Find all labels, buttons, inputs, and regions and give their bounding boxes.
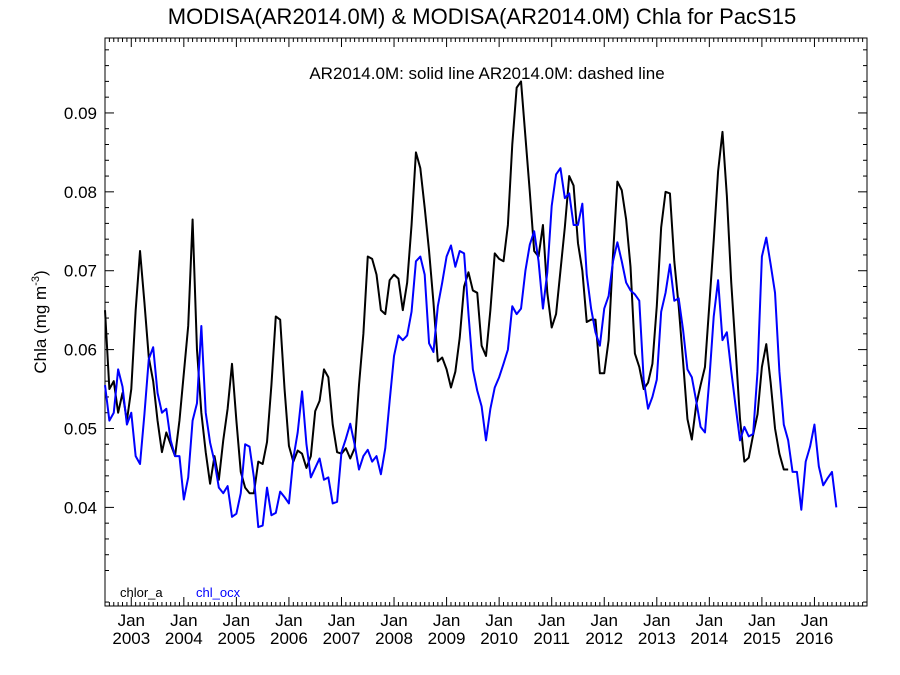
- x-tick-year-label: 2012: [585, 629, 623, 648]
- y-tick-label: 0.06: [64, 341, 97, 360]
- x-tick-month-label: Jan: [170, 611, 197, 630]
- x-tick-month-label: Jan: [485, 611, 512, 630]
- x-tick-year-label: 2011: [533, 629, 570, 648]
- y-tick-label: 0.07: [64, 262, 97, 281]
- series-layer: [104, 80, 838, 529]
- x-tick-year-label: 2013: [638, 629, 676, 648]
- x-tick-month-label: Jan: [328, 611, 355, 630]
- plot-area: [104, 37, 868, 607]
- x-tick-month-label: Jan: [380, 611, 407, 630]
- x-tick-year-label: 2005: [217, 629, 255, 648]
- x-tick-year-label: 2009: [428, 629, 466, 648]
- x-tick-year-label: 2003: [112, 629, 150, 648]
- x-tick-year-label: 2007: [323, 629, 361, 648]
- x-tick-month-label: Jan: [748, 611, 775, 630]
- y-axis-label-end: ): [31, 270, 50, 276]
- y-tick-label: 0.04: [64, 498, 97, 517]
- x-axis-tick-labels: Jan2003Jan2004Jan2005Jan2006Jan2007Jan20…: [112, 611, 833, 648]
- x-tick-year-label: 2008: [375, 629, 413, 648]
- plot-frame: [104, 37, 868, 607]
- series-line-chlor-a: [104, 80, 789, 495]
- y-tick-label: 0.05: [64, 420, 97, 439]
- x-tick-month-label: Jan: [696, 611, 723, 630]
- legend-chl-ocx: chl_ocx: [196, 585, 241, 600]
- y-tick-label: 0.09: [64, 104, 97, 123]
- x-tick-month-label: Jan: [223, 611, 250, 630]
- x-tick-year-label: 2004: [165, 629, 203, 648]
- y-tick-label: 0.08: [64, 183, 97, 202]
- x-tick-year-label: 2014: [690, 629, 728, 648]
- y-axis-label-superscript: -3: [30, 276, 42, 286]
- axis-ticks: [104, 38, 868, 606]
- x-tick-year-label: 2015: [743, 629, 781, 648]
- x-tick-month-label: Jan: [433, 611, 460, 630]
- x-tick-month-label: Jan: [801, 611, 828, 630]
- legend-chlor-a: chlor_a: [120, 585, 163, 600]
- x-tick-month-label: Jan: [643, 611, 670, 630]
- x-tick-year-label: 2016: [796, 629, 834, 648]
- y-axis-label: Chla (mg m-3): [30, 270, 50, 373]
- x-tick-year-label: 2006: [270, 629, 308, 648]
- x-tick-month-label: Jan: [538, 611, 565, 630]
- x-tick-month-label: Jan: [118, 611, 145, 630]
- y-axis-tick-labels: 0.04 0.05 0.06 0.07 0.08 0.09: [64, 104, 97, 517]
- x-tick-month-label: Jan: [591, 611, 618, 630]
- y-axis-label-main: Chla (mg m: [31, 286, 50, 374]
- chart-title: MODISA(AR2014.0M) & MODISA(AR2014.0M) Ch…: [168, 4, 796, 29]
- series-line-chl-ocx: [104, 167, 838, 529]
- chart-subtitle: AR2014.0M: solid line AR2014.0M: dashed …: [309, 64, 664, 83]
- x-tick-month-label: Jan: [275, 611, 302, 630]
- x-tick-year-label: 2010: [480, 629, 518, 648]
